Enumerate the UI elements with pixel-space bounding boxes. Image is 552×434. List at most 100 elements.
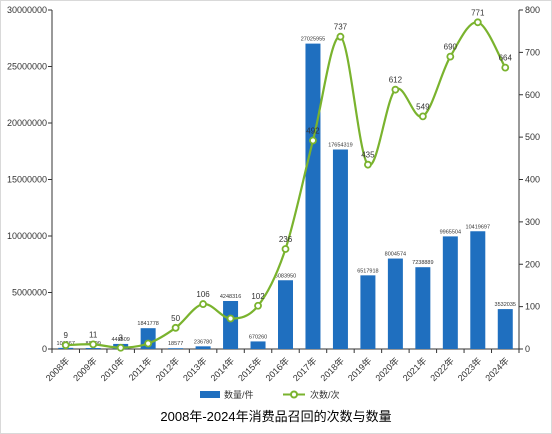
bar (250, 341, 266, 349)
line-data-label: 737 (334, 23, 348, 32)
bar-data-label: 10419697 (466, 224, 490, 230)
x-tick-label: 2018年 (318, 355, 346, 383)
line-data-label: 11 (89, 330, 98, 339)
line-data-label: 435 (361, 151, 375, 160)
line-point (473, 18, 482, 27)
bar (195, 346, 211, 349)
line-point (89, 340, 98, 349)
x-tick-label: 2019年 (345, 355, 373, 383)
bar (497, 309, 513, 349)
bar (278, 280, 293, 349)
line-data-label: 50 (171, 314, 180, 323)
bar-data-label: 236780 (194, 339, 212, 345)
y-left-tick-label: 5000000 (12, 288, 47, 298)
y-right-tick-label: 700 (525, 47, 540, 57)
axes: 0 5000000 10000000 15000000 20000000 25000000… (7, 5, 540, 383)
y-right-tick-label: 300 (525, 217, 540, 227)
bar-data-label: 4248316 (220, 294, 241, 300)
y-right-tick-label: 100 (525, 302, 540, 312)
line-point (364, 160, 372, 169)
y-left-tick-label: 0 (42, 344, 47, 354)
y-right-tick-label: 600 (525, 90, 540, 100)
y-right-tick-label: 0 (525, 344, 530, 354)
bar-data-label: 18577 (168, 341, 183, 347)
x-tick-label: 2011年 (126, 355, 154, 383)
bar (305, 43, 321, 349)
line-point (171, 323, 180, 332)
x-tick-label: 2016年 (263, 355, 291, 383)
y-left-tick-label: 25000000 (7, 62, 47, 72)
x-tick-label: 2015年 (235, 355, 263, 383)
x-tick-label: 2024年 (483, 355, 511, 383)
y-right-tick-label: 200 (525, 259, 540, 269)
line-data-label: 106 (196, 290, 210, 299)
line-point (116, 343, 125, 352)
legend-label-bar: 数量/件 (224, 389, 254, 400)
legend-swatch-bar (200, 391, 220, 398)
chart-title: 2008年-2024年消费品召回的次数与数量 (160, 409, 391, 424)
bar (442, 236, 458, 349)
legend-swatch-line-marker (290, 390, 298, 399)
line-point (254, 301, 262, 310)
y-left-tick-label: 15000000 (7, 175, 47, 185)
x-tick-label: 2020年 (373, 355, 401, 383)
x-tick-label: 2021年 (400, 355, 428, 383)
line-data-label: 771 (471, 8, 485, 17)
line-data-label: 3 (118, 334, 123, 343)
bar (360, 275, 376, 349)
line-data-label: 236 (279, 235, 293, 244)
bar (470, 231, 486, 349)
line-point (144, 339, 153, 348)
line-point (309, 136, 317, 145)
line-point (199, 300, 207, 308)
bar (387, 258, 403, 349)
line-series (61, 18, 510, 352)
line-point (501, 63, 510, 72)
line-point (226, 314, 235, 323)
bar-data-label: 17654319 (328, 143, 352, 149)
line-data-label: 549 (416, 102, 430, 111)
bar-data-label: 7238889 (412, 260, 433, 266)
line-point (336, 32, 345, 41)
line-data-label: 612 (389, 76, 403, 85)
y-left-tick-label: 20000000 (7, 118, 47, 128)
legend-label-line: 次数/次 (310, 389, 340, 400)
x-tick-label: 2012年 (153, 355, 181, 383)
x-tick-label: 2017年 (290, 355, 318, 383)
x-tick-label: 2009年 (71, 355, 99, 383)
y-left-tick-label: 10000000 (7, 231, 47, 241)
legend: 数量/件 次数/次 (200, 389, 340, 400)
bar (332, 149, 348, 349)
y-right-tick-label: 500 (525, 132, 540, 142)
line-labels: 9 11 3 50 106 102 236 492 737 435 612 549 690 771 664 (64, 8, 513, 342)
x-tick-label: 2013年 (180, 355, 208, 383)
line-point (281, 245, 290, 253)
x-tick-label: 2023年 (455, 355, 483, 383)
line-data-label: 492 (306, 127, 320, 136)
y-right-tick-label: 800 (525, 5, 540, 15)
bar-data-label: 448509 (111, 337, 129, 343)
x-tick-label: 2010年 (98, 355, 126, 383)
line-data-label: 9 (64, 331, 69, 340)
line-data-label: 690 (444, 43, 458, 52)
bar (415, 267, 431, 349)
bar-data-label: 9965504 (440, 229, 461, 235)
bar (223, 300, 239, 349)
line-data-label: 102 (251, 292, 265, 301)
line-point (391, 85, 400, 94)
x-tick-label: 2008年 (43, 355, 71, 383)
line-data-label: 664 (499, 54, 513, 63)
bar-data-label: 670260 (249, 334, 267, 340)
bar-data-label: 8004574 (385, 252, 406, 258)
bar (85, 348, 101, 349)
y-left-tick-label: 30000000 (7, 5, 47, 15)
bar-series (58, 43, 513, 349)
bar-data-label: 3532035 (495, 302, 516, 308)
bar-data-label: 6083950 (275, 273, 296, 279)
bar-data-label: 27025955 (301, 37, 325, 43)
y-right-tick-label: 400 (525, 175, 540, 185)
line-point (61, 341, 70, 350)
bar-data-label: 6517918 (357, 268, 378, 274)
